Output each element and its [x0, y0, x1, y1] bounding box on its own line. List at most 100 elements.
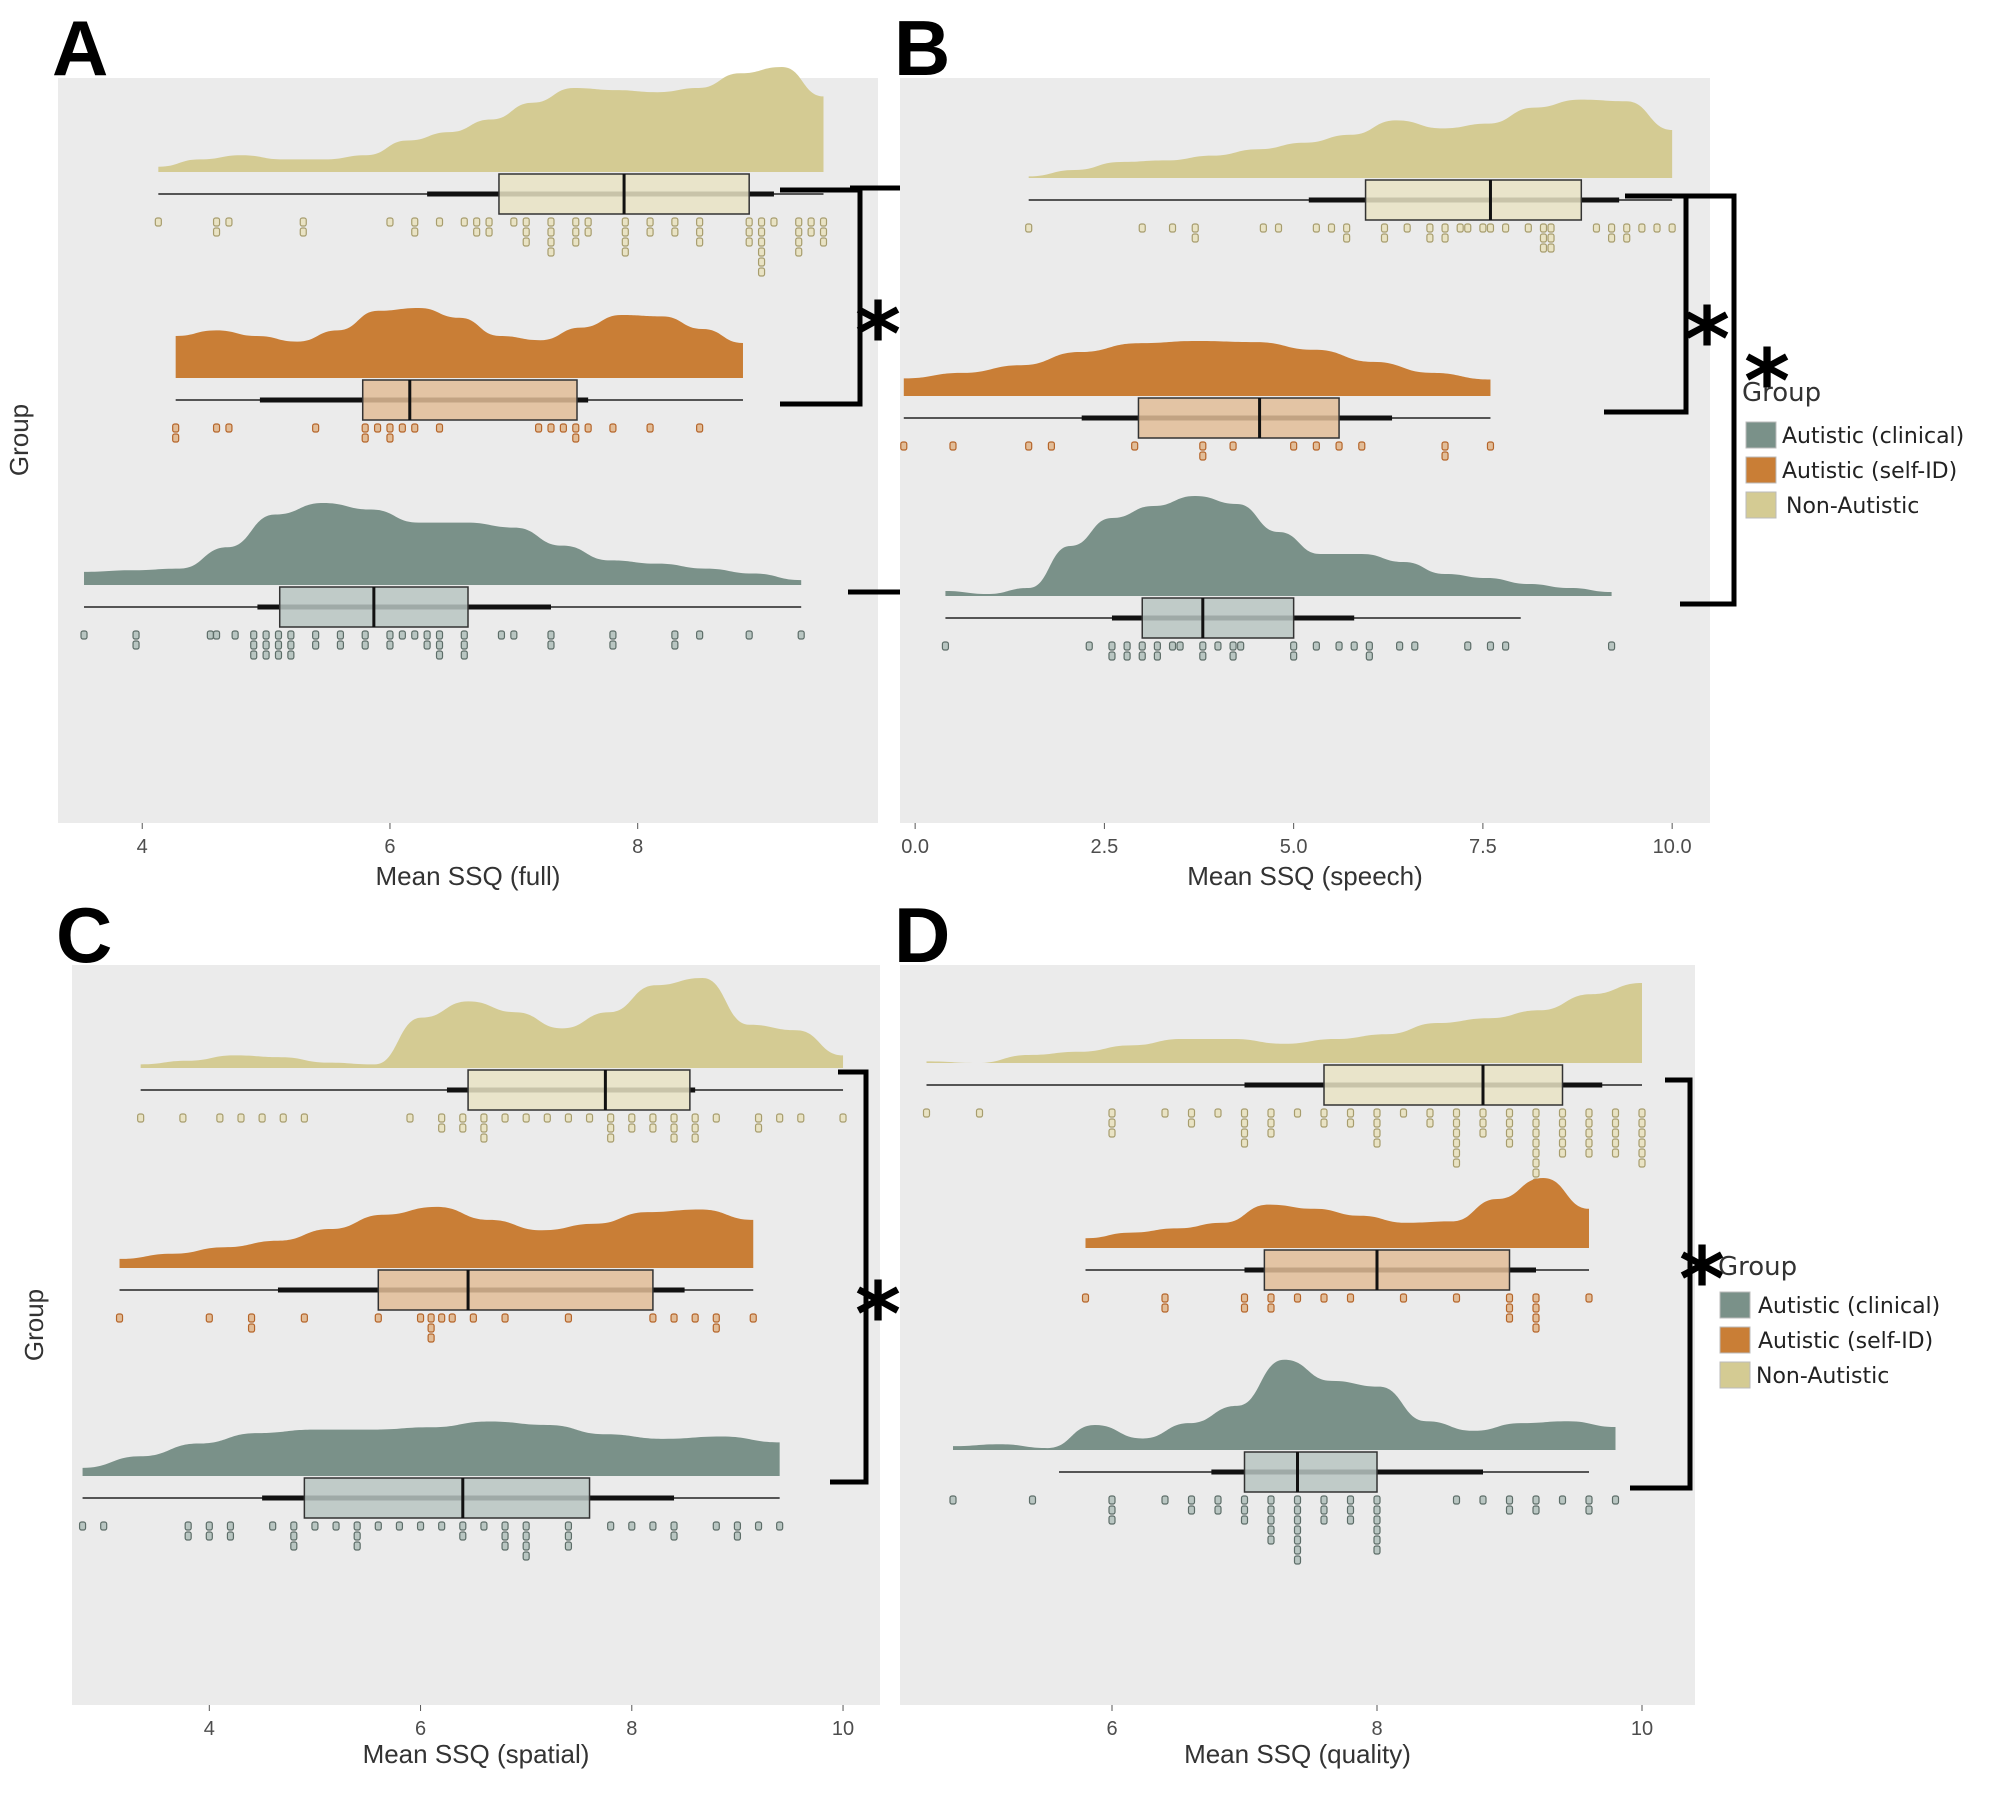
data-point	[311, 1521, 319, 1531]
x-tick-label: 6	[384, 836, 395, 858]
data-point	[1373, 1108, 1381, 1118]
data-point	[1638, 223, 1646, 233]
data-point	[696, 630, 704, 640]
legend-label-selfid: Autistic (self-ID)	[1782, 459, 1957, 484]
data-point	[671, 640, 679, 650]
data-point	[435, 640, 444, 650]
data-point	[205, 1313, 213, 1323]
data-point	[1229, 441, 1237, 451]
data-point	[757, 237, 766, 247]
data-point	[1532, 1495, 1540, 1505]
density-selfid	[119, 1206, 754, 1268]
box-selfid	[361, 379, 578, 421]
data-point	[670, 1133, 678, 1143]
data-point	[132, 640, 140, 650]
data-point	[1373, 1515, 1381, 1525]
data-point	[1259, 223, 1267, 233]
data-point	[621, 217, 629, 227]
data-point	[423, 630, 431, 640]
data-point	[274, 630, 283, 640]
data-point	[427, 1333, 435, 1343]
data-point	[795, 237, 803, 247]
data-point	[184, 1521, 192, 1531]
legend-swatch-clinical	[1745, 421, 1777, 449]
data-point	[1240, 1303, 1249, 1313]
data-point	[1585, 1128, 1593, 1138]
significance-bracket	[830, 1069, 869, 1485]
legend-label-selfid: Autistic (self-ID)	[1758, 1329, 1933, 1354]
data-point	[416, 1313, 425, 1323]
data-point	[501, 1531, 509, 1541]
data-point	[1668, 223, 1676, 233]
data-point	[312, 423, 320, 433]
data-point	[1240, 1495, 1249, 1505]
data-point	[1214, 1505, 1222, 1515]
data-point	[975, 1108, 984, 1118]
data-point	[543, 1113, 551, 1123]
data-point	[1558, 1128, 1567, 1138]
data-point	[231, 630, 239, 640]
data-point	[745, 630, 753, 640]
data-point	[1085, 641, 1093, 651]
data-point	[1399, 1108, 1408, 1118]
data-point	[547, 247, 555, 257]
legend-swatch-nonautistic	[1745, 491, 1777, 519]
legend-title: Group	[1742, 378, 1821, 408]
data-point	[1505, 1303, 1514, 1313]
data-point	[564, 1541, 573, 1551]
density-clinical	[84, 503, 802, 585]
data-point	[473, 227, 481, 237]
data-point	[609, 423, 617, 433]
data-point	[1346, 1108, 1355, 1118]
x-tick-label: 7.5	[1469, 836, 1497, 858]
data-point	[411, 423, 419, 433]
x-tick-label: 8	[626, 1718, 637, 1740]
data-point	[1403, 223, 1411, 233]
data-point	[1558, 1148, 1567, 1158]
data-point	[819, 227, 828, 237]
data-point	[172, 423, 180, 433]
data-point	[522, 237, 530, 247]
data-point	[411, 227, 419, 237]
data-point	[585, 1113, 594, 1123]
data-point	[572, 433, 580, 443]
data-point	[1502, 223, 1510, 233]
data-point	[1346, 1293, 1355, 1303]
density-selfid	[175, 308, 743, 378]
legend-title: Group	[1718, 1252, 1797, 1282]
data-point	[473, 217, 481, 227]
data-point	[1532, 1505, 1540, 1515]
x-tick-label: 4	[204, 1718, 215, 1740]
data-point	[1293, 1293, 1302, 1303]
x-tick-label: 4	[137, 836, 148, 858]
data-point	[1312, 641, 1320, 651]
data-point	[1350, 641, 1358, 651]
data-point	[797, 1113, 805, 1123]
data-point	[712, 1323, 720, 1333]
box-clinical	[1141, 597, 1295, 639]
data-point	[607, 1521, 615, 1531]
data-point	[1486, 641, 1495, 651]
data-point	[1240, 1505, 1249, 1515]
data-point	[696, 227, 704, 237]
data-point	[1592, 223, 1601, 233]
data-point	[1505, 1293, 1514, 1303]
data-point	[671, 217, 679, 227]
box-selfid	[377, 1269, 654, 1311]
data-point	[274, 650, 283, 660]
data-point	[1505, 1138, 1514, 1148]
density-nonautistic	[926, 983, 1642, 1063]
data-point	[1290, 651, 1298, 661]
data-point	[510, 630, 518, 640]
data-point	[1161, 1495, 1169, 1505]
box-selfid	[1137, 397, 1340, 439]
data-point	[386, 640, 394, 650]
data-point	[1108, 1505, 1116, 1515]
data-point	[795, 227, 803, 237]
data-point	[819, 217, 828, 227]
data-point	[250, 650, 258, 660]
data-point	[754, 1123, 763, 1133]
data-point	[1108, 1118, 1116, 1128]
density-clinical	[82, 1421, 780, 1476]
data-point	[1585, 1505, 1593, 1515]
